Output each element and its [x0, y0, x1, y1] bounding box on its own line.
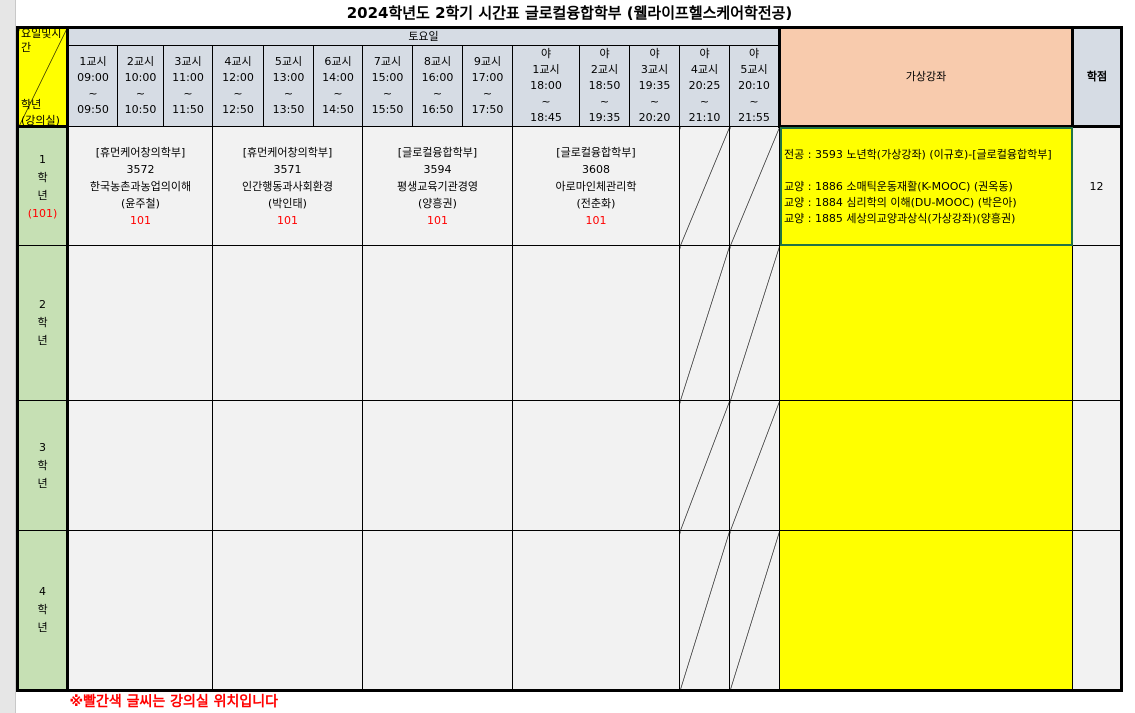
- course-cell[interactable]: [362, 245, 513, 401]
- course-cell[interactable]: [글로컬융합학부] 3608 아로마인체관리학 (전춘화) 101: [512, 126, 680, 246]
- grade-number: 4: [39, 585, 46, 598]
- night-period-header[interactable]: 야 1교시 18:00 ~ 18:45: [512, 45, 580, 127]
- grade-char: 학: [37, 603, 48, 616]
- virtual-course-cell[interactable]: [779, 400, 1073, 531]
- grade-char: 학: [37, 316, 48, 329]
- course-cell[interactable]: [512, 400, 680, 531]
- night-period-header[interactable]: 야 4교시 20:25 ~ 21:10: [679, 45, 730, 127]
- course-cell[interactable]: [362, 400, 513, 531]
- grade-char: 년: [37, 621, 48, 634]
- virtual-course-item: 교양 : 1884 심리학의 이해(DU-MOOC) (박은아): [784, 195, 1017, 209]
- course-name: 인간행동과사회환경: [241, 179, 334, 193]
- course-cell[interactable]: [67, 400, 213, 531]
- period-header[interactable]: 2교시 10:00 ~ 10:50: [117, 45, 164, 127]
- course-name: 아로마인체관리학: [555, 179, 637, 193]
- corner-header-cell[interactable]: 요일및시간 학년 (강의실): [16, 26, 69, 128]
- course-code: 3572: [126, 162, 155, 176]
- grade-char: 학: [37, 458, 48, 472]
- grade-char: 학: [37, 170, 48, 184]
- blocked-cell[interactable]: [729, 245, 780, 401]
- course-room: 101: [585, 213, 607, 227]
- period-header[interactable]: 3교시 11:00 ~ 11:50: [163, 45, 213, 127]
- grade-3-label[interactable]: 3 학 년: [16, 400, 69, 531]
- virtual-course-item: 전공 : 3593 노년학(가상강좌) (이규호)-[글로컬융합학부]: [784, 147, 1052, 161]
- blocked-cell[interactable]: [679, 530, 730, 692]
- course-room: 101: [427, 213, 448, 227]
- blocked-cell[interactable]: [729, 530, 780, 692]
- course-room: 101: [130, 213, 151, 227]
- virtual-course-cell[interactable]: [779, 245, 1073, 401]
- course-professor: (윤주철): [121, 196, 160, 210]
- course-room: 101: [277, 213, 298, 227]
- grade-number: 2: [39, 298, 46, 311]
- corner-day-time-label: 요일및시간: [21, 27, 62, 55]
- virtual-course-item: 교양 : 1886 소매틱운동재활(K-MOOC) (권옥동): [784, 179, 1013, 193]
- virtual-course-item: 교양 : 1885 세상의교양과상식(가상강좌)(양흥권): [784, 211, 1016, 225]
- grade-1-label[interactable]: 1 학 년 (101): [16, 126, 69, 246]
- period-header[interactable]: 4교시 12:00 ~ 12:50: [212, 45, 264, 127]
- course-name: 평생교육기관경영: [397, 179, 478, 193]
- course-dept: [휴먼케어창의학부]: [95, 145, 186, 159]
- course-professor: (전춘화): [576, 196, 616, 210]
- course-cell[interactable]: [212, 400, 363, 531]
- course-code: 3594: [423, 162, 452, 176]
- course-cell[interactable]: [212, 530, 363, 692]
- course-cell[interactable]: [휴먼케어창의학부] 3572 한국농촌과농업의이해 (윤주철) 101: [67, 126, 213, 246]
- corner-grade-room-label: 학년 (강의실): [21, 98, 60, 127]
- credit-cell[interactable]: [1072, 245, 1123, 401]
- page-title[interactable]: 2024학년도 2학기 시간표 글로컬융합학부 (웰라이프헬스케어학전공): [17, 0, 1122, 29]
- period-header[interactable]: 5교시 13:00 ~ 13:50: [263, 45, 314, 127]
- course-cell[interactable]: [67, 245, 213, 401]
- course-cell[interactable]: [휴먼케어창의학부] 3571 인간행동과사회환경 (박인태) 101: [212, 126, 363, 246]
- day-header[interactable]: 토요일: [67, 26, 780, 46]
- row-header-gutter: [0, 0, 16, 713]
- virtual-course-cell[interactable]: 전공 : 3593 노년학(가상강좌) (이규호)-[글로컬융합학부] 교양 :…: [779, 126, 1073, 246]
- empty-cell[interactable]: [18, 691, 68, 713]
- blocked-cell[interactable]: [679, 400, 730, 531]
- course-cell[interactable]: [512, 245, 680, 401]
- grade-room: (101): [27, 206, 58, 220]
- credit-cell[interactable]: 12: [1072, 126, 1123, 246]
- course-name: 한국농촌과농업의이해: [89, 179, 192, 193]
- virtual-course-cell[interactable]: [779, 530, 1073, 692]
- period-header[interactable]: 1교시 09:00 ~ 09:50: [67, 45, 118, 127]
- course-cell[interactable]: [212, 245, 363, 401]
- course-code: 3608: [582, 162, 610, 176]
- grade-4-label[interactable]: 4 학 년: [16, 530, 69, 692]
- credit-header[interactable]: 학점: [1071, 26, 1123, 128]
- grade-number: 3: [39, 440, 46, 454]
- blocked-cell[interactable]: [679, 126, 730, 246]
- course-cell[interactable]: [512, 530, 680, 692]
- night-period-header[interactable]: 야 5교시 20:10 ~ 21:55: [729, 45, 780, 127]
- course-dept: [글로컬융합학부]: [397, 145, 478, 159]
- virtual-course-header[interactable]: 가상강좌: [778, 26, 1074, 128]
- grade-char: 년: [37, 188, 48, 202]
- period-header[interactable]: 8교시 16:00 ~ 16:50: [412, 45, 463, 127]
- course-dept: [글로컬융합학부]: [556, 145, 636, 159]
- course-dept: [휴먼케어창의학부]: [242, 145, 333, 159]
- course-cell[interactable]: [글로컬융합학부] 3594 평생교육기관경영 (양흥권) 101: [362, 126, 513, 246]
- blocked-cell[interactable]: [729, 400, 780, 531]
- period-header[interactable]: 9교시 17:00 ~ 17:50: [462, 45, 513, 127]
- virtual-course-spacer: [781, 163, 1072, 179]
- blocked-cell[interactable]: [679, 245, 730, 401]
- grade-number: 1: [39, 152, 46, 166]
- course-cell[interactable]: [362, 530, 513, 692]
- course-professor: (박인태): [268, 196, 307, 210]
- grade-char: 년: [37, 334, 48, 347]
- blocked-cell[interactable]: [729, 126, 780, 246]
- grade-char: 년: [37, 476, 48, 490]
- footer-note[interactable]: ※빨간색 글씨는 강의실 위치입니다: [67, 689, 1122, 712]
- timetable: 2024학년도 2학기 시간표 글로컬융합학부 (웰라이프헬스케어학전공) 요일…: [16, 0, 1123, 712]
- course-cell[interactable]: [67, 530, 213, 692]
- night-period-header[interactable]: 야 2교시 18:50 ~ 19:35: [579, 45, 630, 127]
- credit-cell[interactable]: [1072, 400, 1123, 531]
- course-code: 3571: [273, 162, 302, 176]
- credit-cell[interactable]: [1072, 530, 1123, 692]
- period-header[interactable]: 7교시 15:00 ~ 15:50: [362, 45, 413, 127]
- grade-2-label[interactable]: 2 학 년: [16, 245, 69, 401]
- course-professor: (양흥권): [418, 196, 457, 210]
- period-header[interactable]: 6교시 14:00 ~ 14:50: [313, 45, 363, 127]
- night-period-header[interactable]: 야 3교시 19:35 ~ 20:20: [629, 45, 680, 127]
